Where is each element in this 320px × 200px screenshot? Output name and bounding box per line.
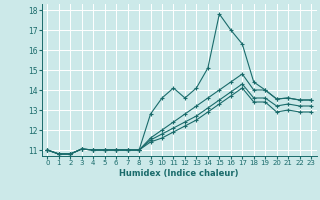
X-axis label: Humidex (Indice chaleur): Humidex (Indice chaleur) bbox=[119, 169, 239, 178]
